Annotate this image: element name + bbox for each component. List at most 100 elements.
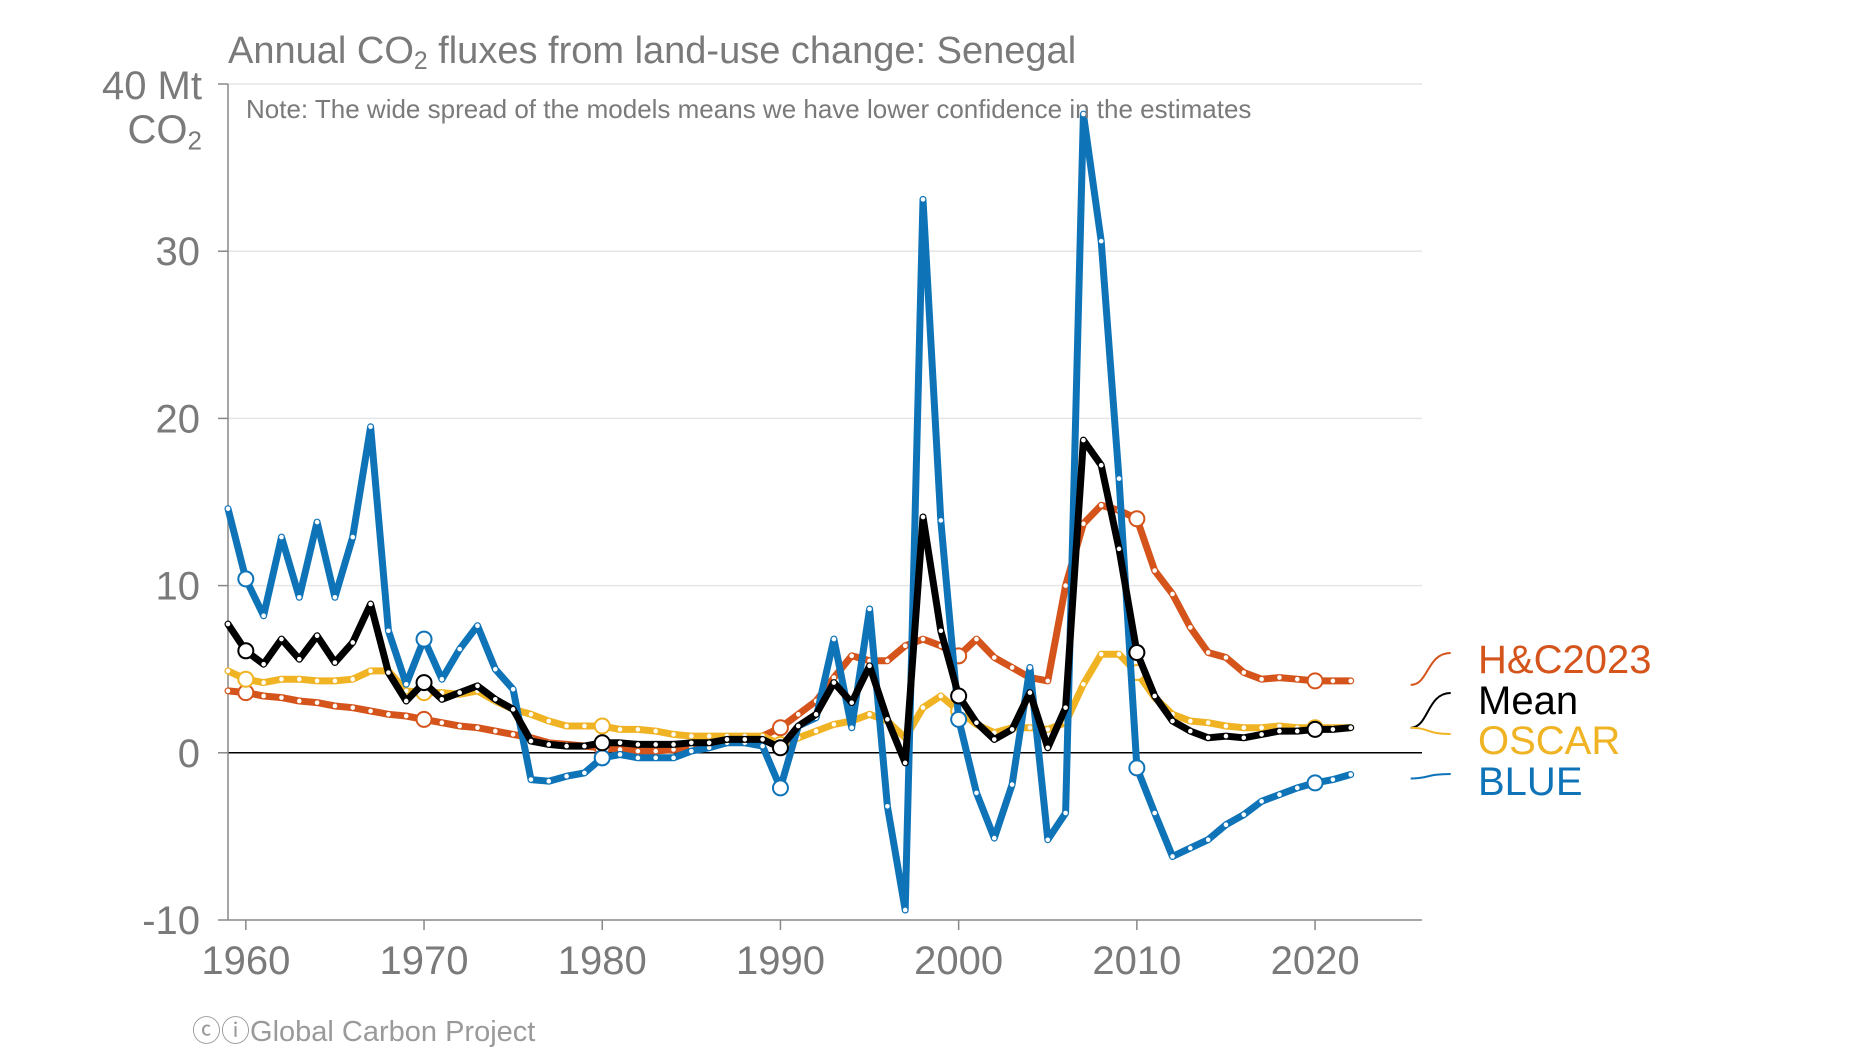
data-point <box>813 712 819 717</box>
data-point <box>528 777 534 782</box>
data-point <box>902 643 908 649</box>
data-point <box>671 732 676 737</box>
data-point <box>950 687 968 705</box>
data-point <box>510 732 516 737</box>
footer-credit: ⓒⓘGlobal Carbon Project <box>192 1016 536 1048</box>
data-point <box>368 668 373 674</box>
data-point <box>902 907 908 913</box>
data-point <box>1027 725 1033 731</box>
x-tick-label: 1980 <box>558 939 647 983</box>
data-point <box>403 713 409 719</box>
data-point <box>1027 690 1033 695</box>
data-point <box>439 676 445 682</box>
legend-label-blue: BLUE <box>1478 760 1583 804</box>
data-point <box>771 719 789 737</box>
data-point <box>795 723 801 729</box>
data-point <box>582 770 587 776</box>
data-point <box>617 727 623 732</box>
data-point <box>279 676 284 682</box>
data-point <box>225 506 231 511</box>
data-point <box>760 743 765 749</box>
y-axis-unit: 40 Mt CO2 <box>60 64 202 163</box>
data-point <box>1205 735 1211 741</box>
data-point <box>831 636 837 642</box>
data-point <box>350 705 356 710</box>
data-point <box>1277 675 1282 680</box>
data-point <box>974 790 979 796</box>
y-unit-line1: 40 Mt <box>101 64 202 108</box>
data-point <box>332 703 338 709</box>
data-point <box>1170 854 1175 859</box>
data-point <box>1116 476 1122 481</box>
data-point <box>991 737 997 742</box>
data-point <box>653 742 659 747</box>
data-point <box>1009 665 1015 670</box>
data-point <box>1098 503 1104 508</box>
data-point <box>403 698 409 704</box>
data-point <box>475 683 480 689</box>
chart-title: Annual CO2 fluxes from land-use change: … <box>228 30 1077 76</box>
data-point <box>849 700 855 705</box>
data-point <box>1152 810 1157 816</box>
series-line-mean <box>224 436 1355 767</box>
data-point <box>671 747 676 752</box>
data-point <box>885 658 890 664</box>
data-point <box>457 690 462 695</box>
data-point <box>1152 568 1157 573</box>
data-point <box>706 740 712 746</box>
data-point <box>689 740 694 746</box>
data-point <box>1045 727 1051 732</box>
y-tick-label: 0 <box>178 732 200 776</box>
data-point <box>617 747 623 752</box>
data-point <box>510 686 516 692</box>
data-point <box>689 733 694 739</box>
data-point <box>368 708 373 714</box>
data-point <box>1277 728 1282 734</box>
data-point <box>415 674 433 692</box>
data-point <box>457 646 462 652</box>
data-point <box>1241 812 1247 817</box>
data-point <box>386 670 391 675</box>
axes: -10 0 10 20 30 1960 1970 1980 1990 2000 2010 2020 <box>142 83 1422 983</box>
data-point <box>920 705 926 710</box>
data-point <box>1027 665 1033 670</box>
data-point <box>546 742 552 747</box>
data-point <box>885 717 890 722</box>
data-point <box>706 733 712 739</box>
series-lines <box>224 110 1355 914</box>
chart-note: Note: The wide spread of the models mean… <box>246 94 1252 124</box>
data-point <box>261 680 266 685</box>
data-point <box>296 698 302 704</box>
data-point <box>528 712 534 717</box>
y-unit-line2: CO2 <box>127 108 202 156</box>
data-point <box>439 696 445 702</box>
data-point <box>635 748 641 754</box>
data-point <box>1170 718 1175 724</box>
data-point <box>1116 546 1122 552</box>
data-point <box>510 707 516 712</box>
data-point <box>386 628 391 634</box>
legend-label-oscar: OSCAR <box>1478 719 1621 763</box>
data-point <box>582 723 587 729</box>
data-point <box>771 739 789 757</box>
data-point <box>635 755 641 761</box>
data-point <box>350 534 356 540</box>
data-point <box>457 723 462 729</box>
x-tick-label: 2020 <box>1271 939 1360 983</box>
data-point <box>1259 798 1264 804</box>
legend-connector-oscar <box>1410 726 1451 735</box>
data-point <box>1348 772 1354 777</box>
data-point <box>1098 651 1104 657</box>
data-point <box>415 710 433 728</box>
data-point <box>261 661 266 667</box>
data-point <box>1277 723 1282 729</box>
data-point <box>279 636 284 642</box>
data-point <box>1128 643 1146 661</box>
data-point <box>671 742 676 747</box>
series-line-oscar <box>224 650 1355 748</box>
data-point <box>386 712 391 717</box>
data-point <box>1259 732 1264 737</box>
data-point <box>314 519 320 525</box>
data-point <box>237 670 255 688</box>
data-point <box>1081 437 1086 443</box>
